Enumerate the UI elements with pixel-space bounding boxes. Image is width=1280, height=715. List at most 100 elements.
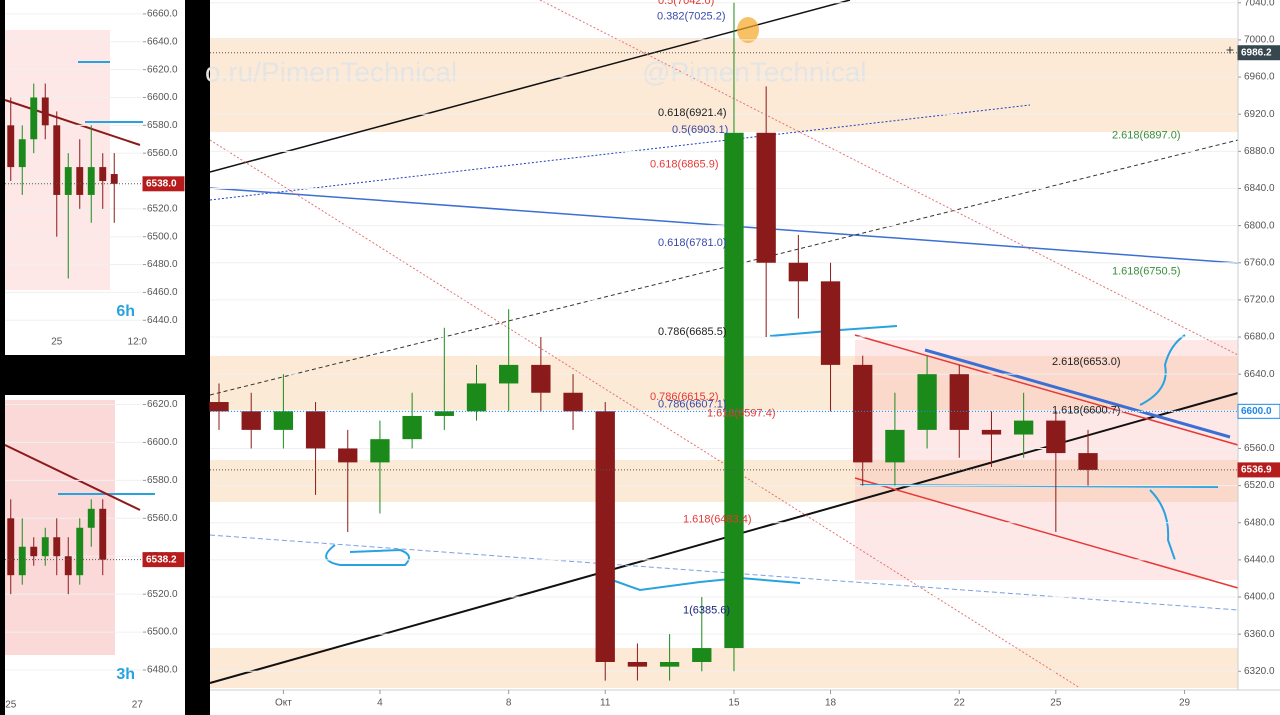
candle-body <box>724 132 744 649</box>
fib-label: 0.786(6685.5) <box>658 326 727 338</box>
candle-body <box>64 167 72 195</box>
y-tick-label: 6880.0 <box>1244 146 1275 157</box>
y-tick-label: 6480.0 <box>1244 517 1275 528</box>
price-label: 6986.2 <box>1241 47 1272 58</box>
candle-body <box>18 139 26 168</box>
y-tick-label: 6960.0 <box>1244 72 1275 83</box>
y-tick-label: 6760.0 <box>1244 257 1275 268</box>
candle-body <box>53 537 61 557</box>
candle-body <box>18 546 26 576</box>
x-tick-label: 25 <box>1050 698 1062 709</box>
candle-body <box>981 429 1002 435</box>
zone <box>210 38 1238 132</box>
x-tick-label: 12:0 <box>128 337 148 348</box>
fib-label: 0.5(6903.1) <box>672 124 728 136</box>
candle-body <box>64 556 72 576</box>
candle-body <box>305 411 326 449</box>
fib-label: 1(6385.6) <box>683 604 730 616</box>
candle-body <box>87 167 95 195</box>
candle-body <box>30 97 38 140</box>
x-tick-label: Окт <box>275 698 292 709</box>
trend-line <box>854 334 1239 446</box>
zone <box>210 648 1238 688</box>
y-tick-label: 6680.0 <box>1244 332 1275 343</box>
crosshair-plus[interactable]: + <box>1226 42 1234 58</box>
watermark: @PimenTechnical <box>642 56 867 87</box>
y-tick-label: 6520.0 <box>147 204 178 215</box>
candle-body <box>7 518 15 576</box>
y-tick-label: 6480.0 <box>147 665 178 676</box>
price-label-box <box>1237 403 1280 419</box>
interval-label: 6h <box>116 303 135 320</box>
candle-body <box>338 448 358 463</box>
y-tick-label: 6440.0 <box>1244 555 1275 566</box>
trend-line <box>854 477 1239 589</box>
y-tick-label: 6320.0 <box>1244 666 1275 677</box>
candle-body <box>110 174 118 184</box>
x-tick-label: 22 <box>954 698 966 709</box>
y-tick-label: 6520.0 <box>1244 480 1275 491</box>
x-tick-label: 27 <box>132 700 144 711</box>
y-tick-label: 6560.0 <box>147 513 178 524</box>
price-label-box <box>1237 462 1280 478</box>
y-tick-label: 7000.0 <box>1244 35 1275 46</box>
y-tick-label: 6500.0 <box>147 231 178 242</box>
candle-body <box>885 429 905 463</box>
red-zone <box>5 400 115 655</box>
candle-body <box>627 662 648 667</box>
y-tick-label: 6480.0 <box>147 259 178 270</box>
x-tick-label: 8 <box>506 698 512 709</box>
y-tick-label: 6660.0 <box>147 9 178 20</box>
highlight <box>737 17 759 43</box>
trend-line <box>209 139 1239 396</box>
y-tick-label: 6620.0 <box>147 64 178 75</box>
candle-body <box>949 374 969 430</box>
y-tick-label: 6360.0 <box>1244 629 1275 640</box>
candle-body <box>1078 453 1098 470</box>
y-tick-label: 6640.0 <box>1244 369 1275 380</box>
price-label: 6538.2 <box>146 554 177 565</box>
y-tick-label: 6600.0 <box>147 437 178 448</box>
candle-body <box>99 508 107 560</box>
candle-body <box>434 411 454 416</box>
y-tick-label: 6460.0 <box>147 287 178 298</box>
x-tick-label: 18 <box>825 698 837 709</box>
candle-body <box>30 546 38 557</box>
candle-body <box>209 402 229 412</box>
x-tick-label: 25 <box>51 337 63 348</box>
y-tick-label: 6580.0 <box>147 475 178 486</box>
date-axis <box>210 690 1280 715</box>
candle-body <box>756 132 776 263</box>
candle-body <box>499 364 519 384</box>
zone <box>210 356 1238 410</box>
watermark: o.ru/PimenTechnical <box>205 56 457 87</box>
price-label: 6536.9 <box>1241 465 1272 476</box>
price-label: 6538.0 <box>146 178 177 189</box>
fib-label: 0.5(7042.0) <box>658 0 714 7</box>
x-tick-label: 29 <box>1179 698 1191 709</box>
candle-body <box>76 167 84 195</box>
x-tick-label: 4 <box>377 698 383 709</box>
candle-body <box>595 411 615 663</box>
main-panel <box>210 0 1280 715</box>
fib-label: 1.618(6483.4) <box>683 513 752 525</box>
candle-body <box>820 281 841 365</box>
y-tick-label: 6640.0 <box>147 36 178 47</box>
candle-body <box>7 125 15 168</box>
zone <box>210 460 1238 502</box>
candle-body <box>917 374 937 430</box>
fib-label: 0.618(6921.4) <box>658 107 727 119</box>
candle-body <box>273 411 294 430</box>
candle-body <box>76 527 84 576</box>
y-tick-label: 6840.0 <box>1244 183 1275 194</box>
y-tick-label: 6440.0 <box>147 315 178 326</box>
y-tick-label: 6560.0 <box>1244 443 1275 454</box>
drawing <box>1139 334 1186 406</box>
y-tick-label: 6600.0 <box>147 92 178 103</box>
price-label: 6600.0 <box>1241 406 1272 417</box>
candle-body <box>241 411 261 430</box>
trend-line <box>924 348 1231 439</box>
y-tick-label: 6580.0 <box>147 120 178 131</box>
fib-label: 0.382(7025.2) <box>657 10 726 22</box>
